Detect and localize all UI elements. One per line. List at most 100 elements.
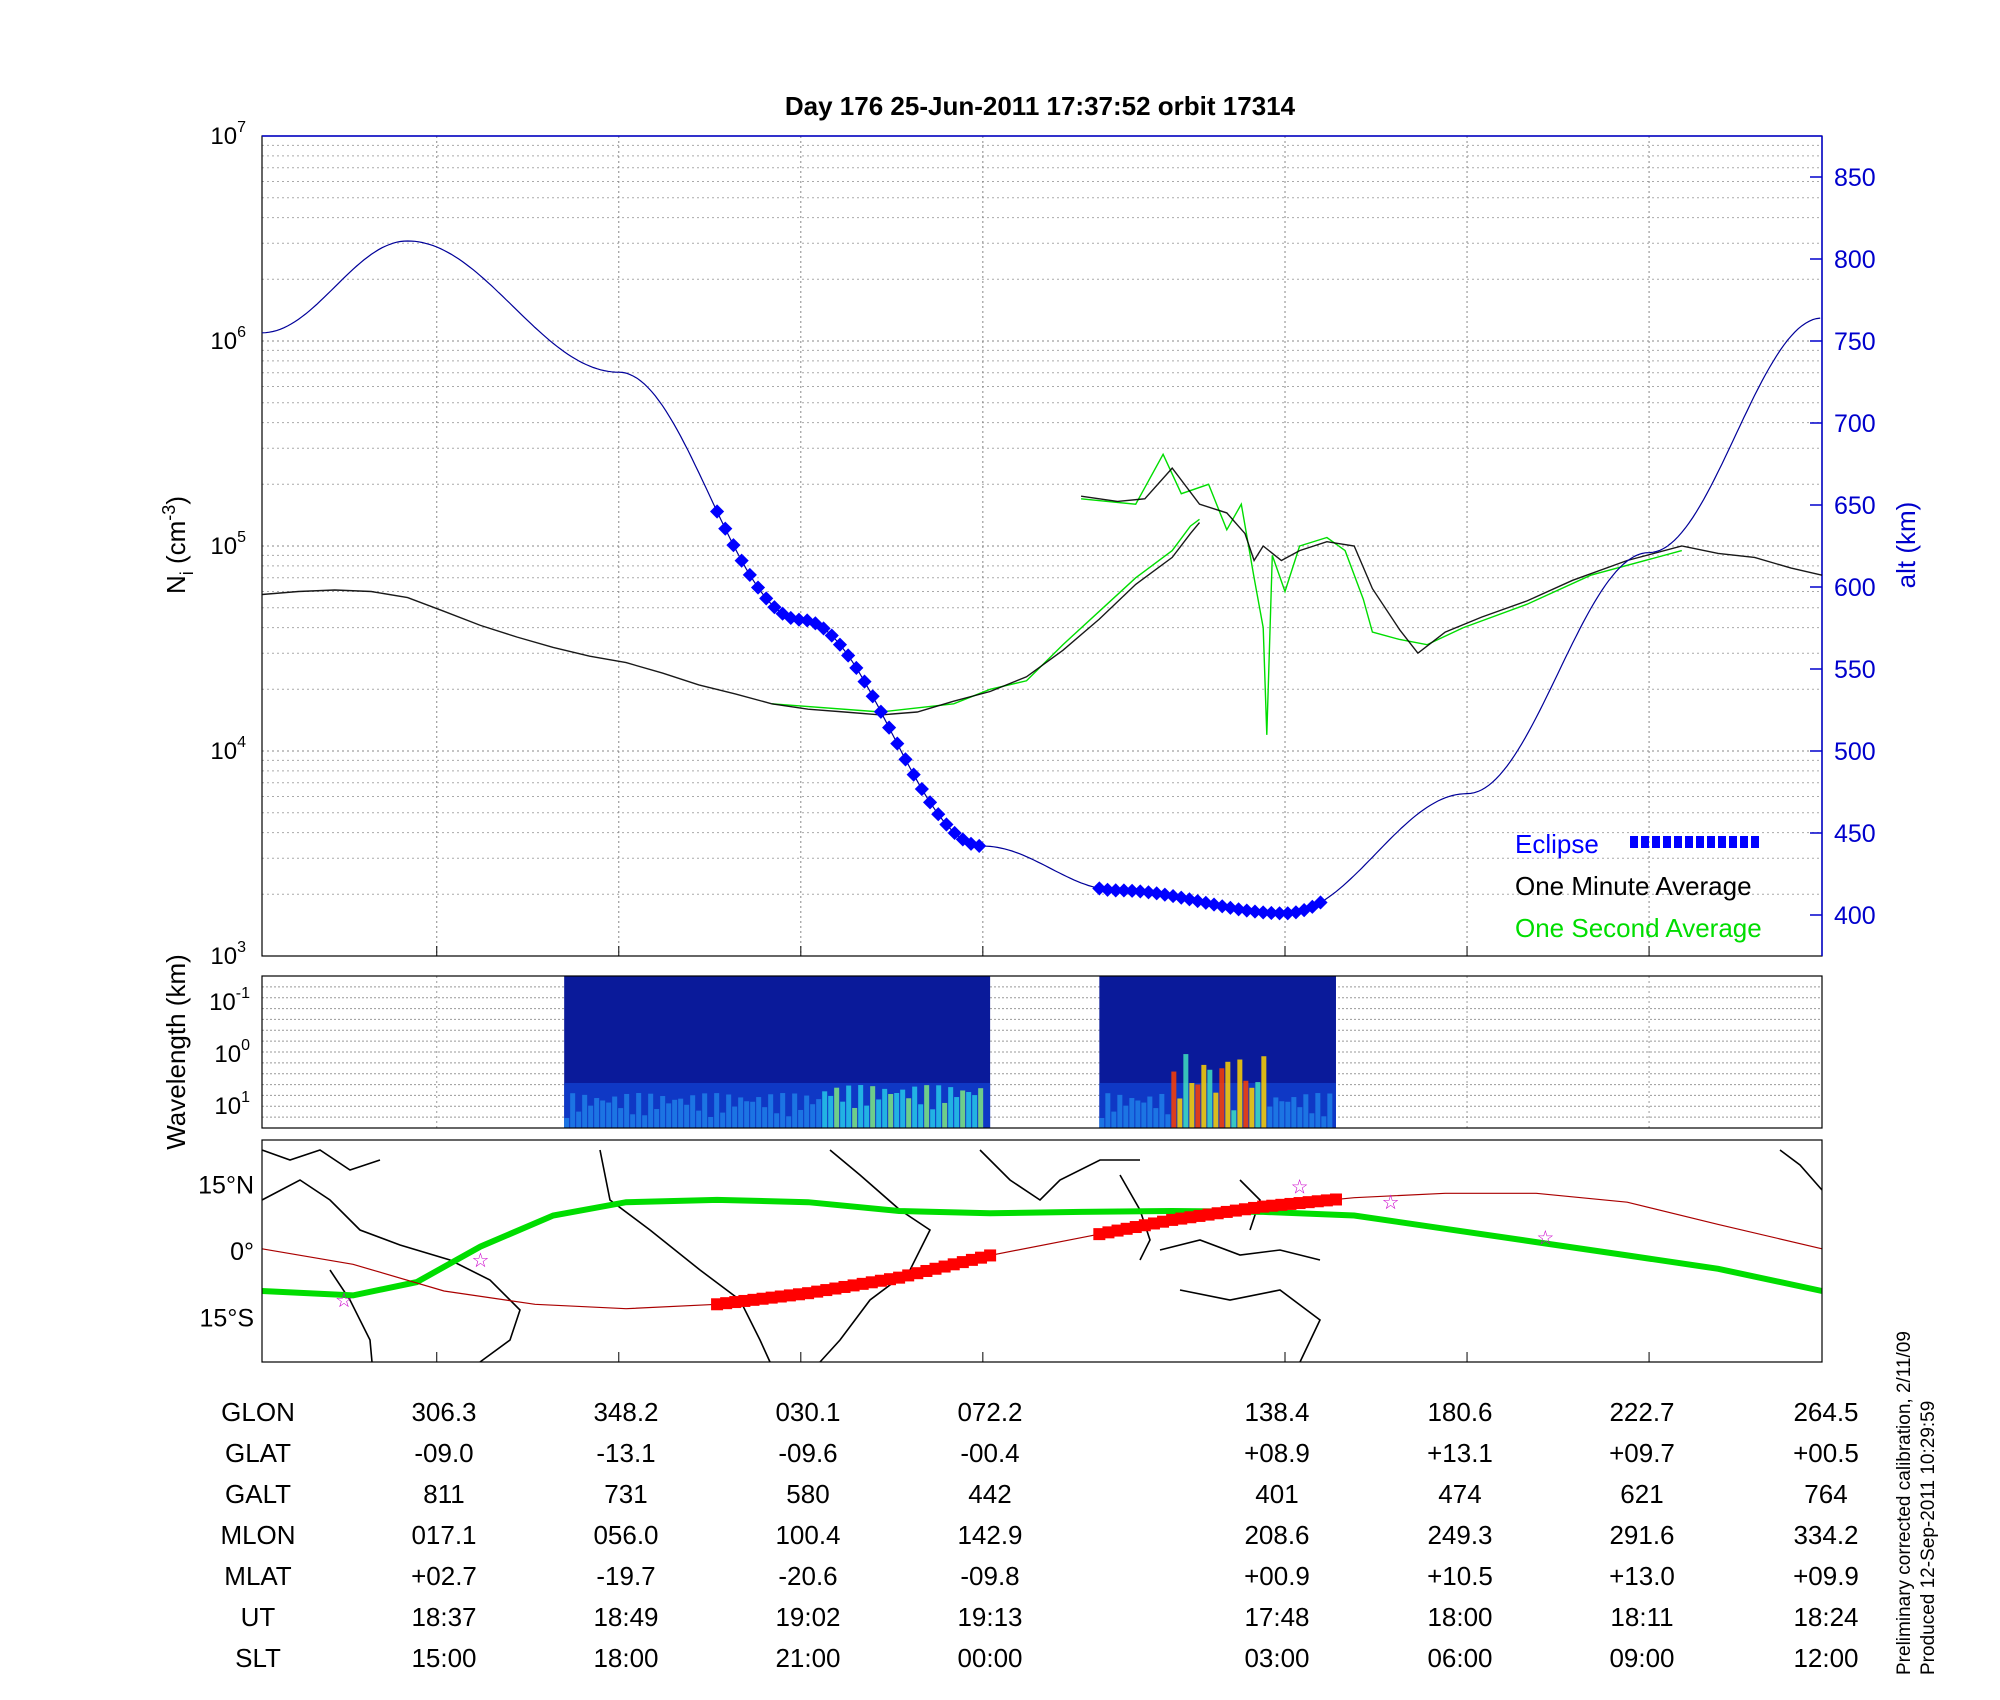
- table-cell: 249.3: [1427, 1520, 1492, 1550]
- spectrogram-cell: [822, 1091, 828, 1128]
- spectrogram-cell: [714, 1093, 720, 1128]
- eclipse-marker: [931, 807, 946, 822]
- legend-eclipse-marker: [1641, 836, 1649, 848]
- table-cell: 348.2: [593, 1397, 658, 1427]
- magnetic-star-marker: ☆: [1536, 1228, 1554, 1250]
- coastline: [261, 1149, 381, 1171]
- spectrogram-cell: [1273, 1097, 1279, 1128]
- spectrogram-cell: [804, 1095, 810, 1128]
- table-cell: -09.6: [778, 1438, 837, 1468]
- spectrogram-cell: [960, 1090, 966, 1128]
- coastline: [819, 1149, 932, 1363]
- eclipse-marker: [972, 838, 987, 853]
- spectrogram-cell: [1189, 1083, 1195, 1128]
- table-cell: 18:37: [411, 1602, 476, 1632]
- altitude-tick-label: 650: [1834, 492, 1876, 520]
- table-cell: 474: [1438, 1479, 1481, 1509]
- spectrogram-cell: [1303, 1094, 1309, 1128]
- eclipse-marker: [849, 660, 864, 675]
- table-cell: 764: [1804, 1479, 1847, 1509]
- eclipse-track-marker: [1229, 1204, 1242, 1217]
- spectrogram-cell: [936, 1085, 942, 1128]
- spectrogram-cell: [588, 1105, 594, 1128]
- table-cell: 401: [1255, 1479, 1298, 1509]
- eclipse-track-marker: [938, 1260, 951, 1273]
- spectrogram-cell: [684, 1104, 690, 1128]
- eclipse-track-marker: [711, 1298, 724, 1311]
- eclipse-track-marker: [975, 1251, 988, 1264]
- eclipse-track-marker: [738, 1294, 751, 1307]
- table-cell: 056.0: [593, 1520, 658, 1550]
- table-cell: 731: [604, 1479, 647, 1509]
- spectrogram-cell: [1129, 1098, 1135, 1128]
- spectrogram-cell: [720, 1112, 726, 1128]
- table-cell: 264.5: [1793, 1397, 1858, 1427]
- table-cell: +00.5: [1793, 1438, 1859, 1468]
- eclipse-marker: [939, 817, 954, 832]
- coastline: [329, 1269, 373, 1363]
- table-row-label: SLT: [235, 1643, 281, 1673]
- eclipse-marker: [718, 521, 733, 536]
- spectrogram-cell: [666, 1103, 672, 1128]
- eclipse-marker: [841, 648, 856, 663]
- latitude-tick-label: 15°S: [200, 1305, 254, 1333]
- chart-title: Day 176 25-Jun-2011 17:37:52 orbit 17314: [785, 91, 1296, 121]
- eclipse-track-marker: [911, 1267, 924, 1280]
- legend-eclipse-marker: [1740, 836, 1748, 848]
- altitude-tick-label: 600: [1834, 574, 1876, 602]
- coastline: [599, 1149, 771, 1363]
- legend-eclipse-label: Eclipse: [1515, 829, 1599, 859]
- spectrogram-cell: [702, 1093, 708, 1128]
- eclipse-track-marker: [1175, 1212, 1188, 1225]
- spectrogram-cell: [1165, 1114, 1171, 1128]
- eclipse-track-marker: [756, 1292, 769, 1305]
- table-cell: +10.5: [1427, 1561, 1493, 1591]
- altitude-tick-label: 700: [1834, 410, 1876, 438]
- spectrogram-frame: [261, 975, 1823, 1129]
- spectrogram-cell: [846, 1085, 852, 1128]
- table-row-label: MLON: [220, 1520, 295, 1550]
- eclipse-track-marker: [920, 1264, 933, 1277]
- table-row-label: GLAT: [225, 1438, 291, 1468]
- spectrogram-cell: [618, 1108, 624, 1128]
- density-tick-label: 107: [210, 119, 246, 150]
- density-tick-label: 103: [210, 939, 246, 970]
- legend-eclipse-marker: [1751, 836, 1759, 848]
- spectrogram-cell: [1111, 1111, 1117, 1128]
- spectrogram-cell: [690, 1095, 696, 1128]
- eclipse-track-marker: [829, 1282, 842, 1295]
- eclipse-track-marker: [1266, 1199, 1279, 1212]
- eclipse-marker: [882, 720, 897, 735]
- spectrogram-cell: [780, 1093, 786, 1128]
- spectrogram-cell: [1141, 1102, 1147, 1128]
- legend-eclipse-marker: [1685, 836, 1693, 848]
- spectrogram-cell: [642, 1115, 648, 1128]
- spectrogram-cell: [1183, 1054, 1189, 1128]
- spectrogram-cell: [858, 1085, 864, 1128]
- spectrogram-cell: [792, 1093, 798, 1128]
- density-y-ticks: 103 104 105 106 107: [210, 119, 246, 970]
- table-cell: -13.1: [596, 1438, 655, 1468]
- table-cell: +00.9: [1244, 1561, 1310, 1591]
- spectrogram-cell: [582, 1094, 588, 1128]
- spectrogram-cell: [630, 1114, 636, 1128]
- table-cell: 19:13: [957, 1602, 1022, 1632]
- eclipse-track-marker: [1102, 1226, 1115, 1239]
- altitude-tick-label: 500: [1834, 738, 1876, 766]
- eclipse-marker: [1116, 883, 1131, 898]
- table-cell: +13.1: [1427, 1438, 1493, 1468]
- coastline: [979, 1149, 1140, 1202]
- eclipse-track-marker: [1275, 1198, 1288, 1211]
- spectrogram-cell: [696, 1110, 702, 1128]
- eclipse-track-marker: [792, 1288, 805, 1301]
- spectrogram-cell: [564, 1118, 570, 1128]
- table-cell: 222.7: [1609, 1397, 1674, 1427]
- spectrogram-cell: [576, 1111, 582, 1128]
- eclipse-track-marker: [1329, 1193, 1342, 1206]
- table-cell: +08.9: [1244, 1438, 1310, 1468]
- eclipse-marker: [750, 580, 766, 595]
- eclipse-marker: [710, 504, 725, 519]
- spectrogram-cell: [1315, 1093, 1321, 1128]
- eclipse-track-marker: [783, 1289, 796, 1302]
